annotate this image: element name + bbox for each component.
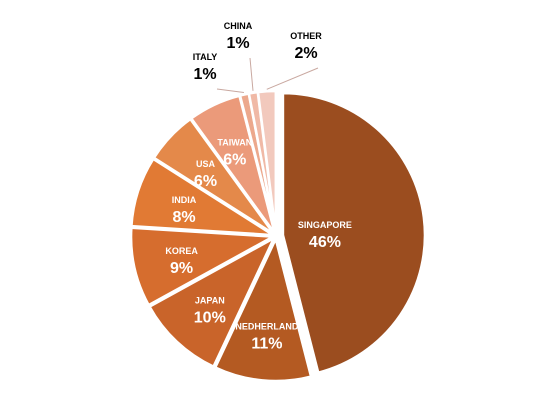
slice-percent-korea: 9% xyxy=(170,260,193,277)
leader-line-other xyxy=(266,67,319,90)
slice-percent-nedherland: 11% xyxy=(251,335,282,352)
pie-slice-india xyxy=(130,157,275,237)
leader-line-italy xyxy=(216,88,244,94)
pie-slice-nedherland xyxy=(214,237,313,383)
slice-percent-china: 1% xyxy=(226,35,249,52)
slice-percent-japan: 10% xyxy=(194,310,226,327)
slice-name-usa: USA xyxy=(196,159,216,169)
slice-label-singapore: SINGAPORE 46% xyxy=(298,220,352,251)
slice-label-japan: JAPAN 10% xyxy=(194,296,226,327)
slice-percent-usa: 6% xyxy=(194,173,217,190)
slice-percent-other: 2% xyxy=(294,45,317,62)
slice-name-korea: KOREA xyxy=(165,246,198,256)
pie-slice-other xyxy=(256,89,278,235)
slice-label-other: OTHER 2% xyxy=(266,31,322,90)
slice-label-china: CHINA 1% xyxy=(224,21,254,91)
pie-slice-korea xyxy=(129,226,275,307)
slice-name-india: INDIA xyxy=(172,195,197,205)
slice-name-nedherland: NEDHERLAND xyxy=(235,321,299,331)
pie-slice-japan xyxy=(148,236,276,368)
slice-label-usa: USA 6% xyxy=(194,159,217,190)
slice-label-taiwan: TAIWAN 6% xyxy=(217,137,252,168)
slice-label-nedherland: NEDHERLAND 11% xyxy=(235,321,299,352)
slice-percent-india: 8% xyxy=(172,209,195,226)
slice-name-taiwan: TAIWAN xyxy=(217,137,252,147)
slice-percent-singapore: 46% xyxy=(309,234,341,251)
slice-name-china: CHINA xyxy=(224,21,253,31)
slice-label-korea: KOREA 9% xyxy=(165,246,198,277)
slice-percent-taiwan: 6% xyxy=(223,151,246,168)
slice-percent-italy: 1% xyxy=(193,66,216,83)
slice-label-italy: ITALY 1% xyxy=(193,52,244,94)
slice-name-italy: ITALY xyxy=(193,52,218,62)
slice-name-other: OTHER xyxy=(290,31,322,41)
pie-slice-singapore xyxy=(281,91,427,374)
slice-name-singapore: SINGAPORE xyxy=(298,220,352,230)
slice-name-japan: JAPAN xyxy=(195,296,225,306)
leader-line-china xyxy=(249,57,254,91)
slice-label-india: INDIA 8% xyxy=(172,195,197,226)
